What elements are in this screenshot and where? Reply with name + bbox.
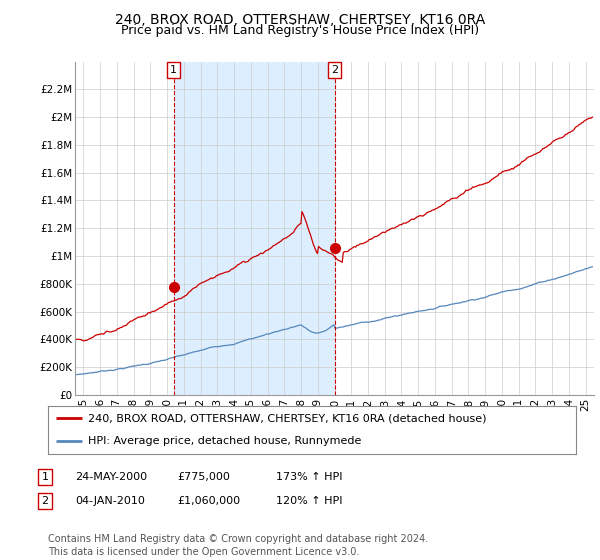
Text: 2: 2 — [41, 496, 49, 506]
Text: 24-MAY-2000: 24-MAY-2000 — [75, 472, 147, 482]
Text: 240, BROX ROAD, OTTERSHAW, CHERTSEY, KT16 0RA: 240, BROX ROAD, OTTERSHAW, CHERTSEY, KT1… — [115, 13, 485, 27]
Text: £1,060,000: £1,060,000 — [177, 496, 240, 506]
Text: £775,000: £775,000 — [177, 472, 230, 482]
Bar — [173, 62, 335, 395]
Text: 04-JAN-2010: 04-JAN-2010 — [75, 496, 145, 506]
Text: HPI: Average price, detached house, Runnymede: HPI: Average price, detached house, Runn… — [88, 436, 361, 446]
Text: Contains HM Land Registry data © Crown copyright and database right 2024.
This d: Contains HM Land Registry data © Crown c… — [48, 534, 428, 557]
Text: 2: 2 — [331, 65, 338, 75]
Text: Price paid vs. HM Land Registry's House Price Index (HPI): Price paid vs. HM Land Registry's House … — [121, 24, 479, 37]
Text: 173% ↑ HPI: 173% ↑ HPI — [276, 472, 343, 482]
Text: 1: 1 — [170, 65, 177, 75]
Text: 120% ↑ HPI: 120% ↑ HPI — [276, 496, 343, 506]
Text: 240, BROX ROAD, OTTERSHAW, CHERTSEY, KT16 0RA (detached house): 240, BROX ROAD, OTTERSHAW, CHERTSEY, KT1… — [88, 413, 486, 423]
Text: 1: 1 — [41, 472, 49, 482]
